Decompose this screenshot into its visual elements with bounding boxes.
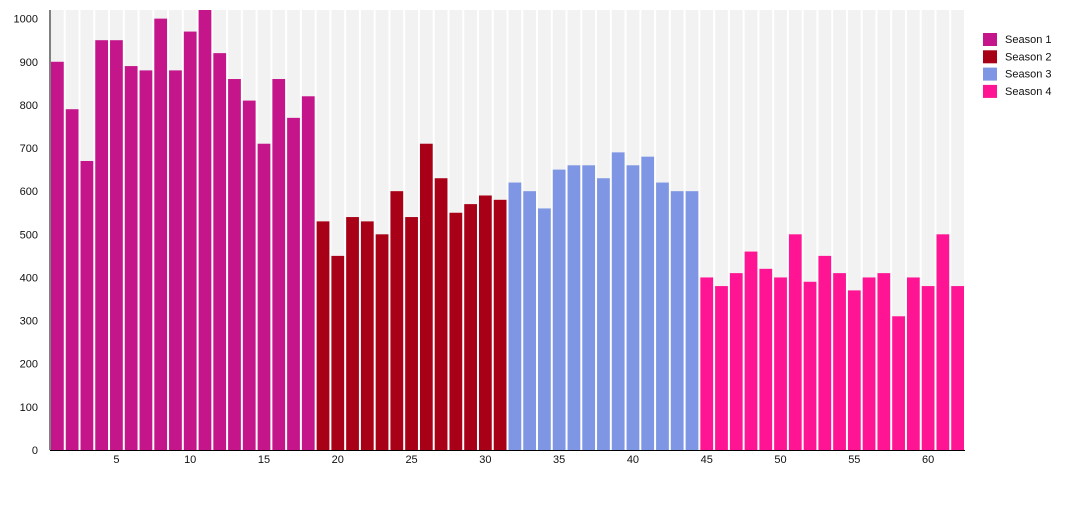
bar-season-1-x1[interactable] (51, 61, 64, 450)
x-tick-label: 35 (553, 454, 565, 466)
bar-season-3-x37[interactable] (582, 165, 596, 450)
y-tick-label: 400 (20, 272, 38, 284)
y-tick-label: 500 (20, 229, 38, 241)
bar-season-1-x5[interactable] (110, 40, 123, 451)
bar-season-4-x48[interactable] (744, 251, 758, 450)
bar-season-4-x52[interactable] (803, 281, 817, 450)
bar-season-1-x15[interactable] (257, 143, 271, 450)
bar-season-3-x34[interactable] (538, 208, 551, 450)
bar-season-4-x50[interactable] (774, 277, 787, 450)
x-tick-label: 20 (332, 454, 344, 466)
bar-season-3-x33[interactable] (523, 191, 537, 451)
x-tick-label: 45 (701, 454, 713, 466)
bar-season-3-x43[interactable] (670, 191, 684, 451)
bar-season-3-x44[interactable] (685, 191, 699, 451)
bar-season-4-x57[interactable] (877, 273, 891, 450)
x-tick-label: 55 (848, 454, 860, 466)
bar-season-1-x9[interactable] (169, 70, 182, 451)
x-tick-label: 25 (405, 454, 417, 466)
legend-label: Season 4 (1005, 86, 1051, 98)
y-tick-label: 600 (20, 186, 38, 198)
bar-season-1-x4[interactable] (95, 40, 109, 451)
y-tick-label: 800 (20, 100, 38, 112)
bar-season-4-x54[interactable] (833, 273, 846, 450)
bar-season-2-x26[interactable] (419, 143, 433, 450)
bar-season-1-x7[interactable] (139, 70, 153, 451)
bar-season-3-x41[interactable] (641, 156, 655, 450)
legend-label: Season 1 (1005, 34, 1051, 46)
bar-season-4-x55[interactable] (847, 290, 861, 450)
bar-season-2-x23[interactable] (375, 234, 389, 450)
legend-swatch-season-4 (983, 84, 997, 98)
y-axis: 0 100 200 300 400 500 600 700 800 900 1000 (14, 10, 51, 457)
bar-season-1-x11[interactable] (198, 10, 212, 450)
bar-season-2-x28[interactable] (449, 212, 463, 450)
y-tick-label: 700 (20, 143, 38, 155)
bar-season-3-x38[interactable] (597, 178, 610, 450)
y-tick-label: 0 (32, 445, 38, 457)
x-tick-label: 10 (184, 454, 196, 466)
legend-swatch-season-2 (983, 50, 997, 64)
bar-season-1-x17[interactable] (287, 117, 300, 450)
bar-season-1-x18[interactable] (301, 96, 315, 451)
bar-season-2-x29[interactable] (464, 204, 477, 450)
bar-season-2-x20[interactable] (331, 255, 345, 450)
bar-season-1-x2[interactable] (65, 109, 79, 450)
bar-season-3-x36[interactable] (567, 165, 581, 450)
bar-season-4-x47[interactable] (729, 273, 743, 450)
bar-season-2-x22[interactable] (360, 221, 374, 450)
legend: Season 1 Season 2 Season 3 Season 4 (983, 33, 1051, 98)
bar-season-2-x19[interactable] (316, 221, 330, 450)
bar-season-2-x25[interactable] (405, 217, 418, 450)
bar-season-2-x31[interactable] (493, 199, 507, 450)
bar-season-3-x42[interactable] (656, 182, 669, 451)
y-tick-label: 1000 (14, 14, 38, 26)
x-tick-label: 15 (258, 454, 270, 466)
bar-season-4-x45[interactable] (700, 277, 714, 450)
bar-season-4-x61[interactable] (936, 234, 950, 450)
bar-season-1-x3[interactable] (80, 160, 94, 450)
bar-season-2-x21[interactable] (346, 217, 359, 450)
bar-season-4-x53[interactable] (818, 255, 832, 450)
bar-season-1-x8[interactable] (154, 18, 168, 451)
x-tick-label: 5 (113, 454, 119, 466)
bar-season-2-x24[interactable] (390, 191, 404, 451)
y-tick-label: 200 (20, 359, 38, 371)
bar-season-4-x51[interactable] (788, 234, 802, 450)
x-axis: 5 10 15 20 25 30 35 40 45 50 55 60 (50, 450, 965, 466)
bar-season-3-x39[interactable] (611, 152, 625, 450)
bar-season-2-x27[interactable] (434, 178, 448, 450)
bar-season-4-x60[interactable] (921, 286, 935, 450)
bar-season-4-x62[interactable] (951, 286, 964, 450)
bars (51, 10, 964, 451)
bar-season-1-x14[interactable] (242, 100, 256, 451)
bar-season-3-x32[interactable] (508, 182, 522, 451)
x-tick-label: 30 (479, 454, 491, 466)
bar-season-1-x12[interactable] (213, 53, 227, 450)
bar-season-4-x59[interactable] (906, 277, 920, 450)
bar-season-2-x30[interactable] (478, 195, 492, 450)
y-tick-label: 300 (20, 316, 38, 328)
bar-season-1-x10[interactable] (183, 31, 197, 450)
x-tick-label: 40 (627, 454, 639, 466)
legend-label: Season 2 (1005, 51, 1051, 63)
x-tick-label: 50 (774, 454, 786, 466)
bar-season-3-x40[interactable] (626, 165, 640, 450)
bar-season-1-x13[interactable] (228, 79, 241, 451)
bar-season-3-x35[interactable] (552, 169, 566, 450)
y-tick-label: 100 (20, 402, 38, 414)
y-tick-label: 900 (20, 57, 38, 69)
x-tick-label: 60 (922, 454, 934, 466)
bar-season-1-x6[interactable] (124, 66, 138, 450)
bar-season-4-x49[interactable] (759, 268, 773, 450)
bar-season-4-x58[interactable] (892, 316, 905, 450)
legend-label: Season 3 (1005, 69, 1051, 81)
legend-swatch-season-1 (983, 33, 997, 46)
bar-season-4-x56[interactable] (862, 277, 876, 450)
legend-swatch-season-3 (983, 67, 997, 81)
bar-season-1-x16[interactable] (272, 79, 286, 451)
bar-season-4-x46[interactable] (715, 286, 728, 450)
